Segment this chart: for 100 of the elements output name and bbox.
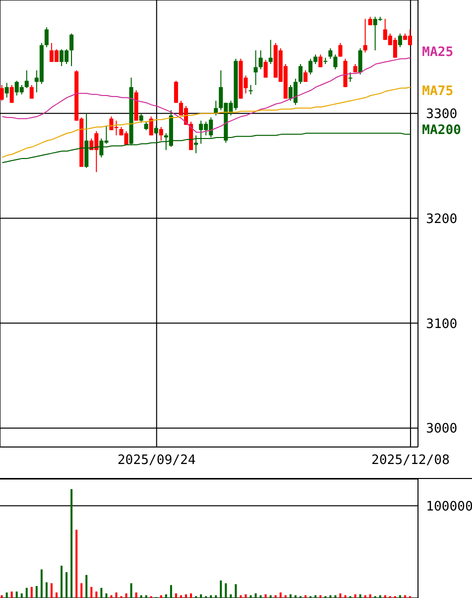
bar (359, 594, 362, 598)
bar (85, 574, 88, 598)
candlestick (318, 54, 322, 68)
candlestick (139, 112, 144, 124)
bar (10, 592, 13, 598)
candlestick (4, 82, 9, 98)
x-tick-label: 2025/12/08 (371, 453, 450, 468)
bar (319, 595, 322, 598)
candlestick (398, 33, 402, 48)
bar (270, 595, 272, 598)
y-tick-label: 100000 (426, 499, 472, 514)
candlestick (159, 126, 164, 142)
bar (160, 595, 162, 598)
bar (46, 582, 48, 598)
bar (70, 489, 72, 598)
y-tick-label: 3300 (426, 106, 458, 122)
bar (260, 595, 262, 598)
bar (329, 595, 332, 598)
bar (140, 595, 142, 598)
bar (244, 594, 247, 598)
bar (200, 594, 202, 598)
y-tick-label: 3200 (426, 212, 458, 227)
bar (364, 595, 366, 598)
bar (190, 593, 192, 598)
bar (304, 595, 306, 598)
bar (170, 585, 172, 598)
bar (16, 592, 18, 598)
bar (90, 586, 92, 598)
candlestick (248, 84, 253, 95)
bar (60, 566, 63, 598)
bar (135, 592, 138, 598)
candlestick (44, 26, 49, 48)
candlestick (174, 80, 178, 104)
candlestick (264, 59, 268, 78)
bar (80, 583, 82, 598)
bar (125, 593, 128, 598)
bar (100, 588, 102, 598)
candlestick (363, 18, 368, 53)
candlestick (258, 50, 263, 70)
candlestick (358, 48, 362, 75)
y-tick-label: 3000 (426, 422, 458, 437)
candlestick (254, 50, 258, 86)
bar (404, 595, 406, 598)
bar (26, 588, 28, 598)
series-label: MA25 (422, 45, 454, 62)
candlestick (268, 39, 273, 65)
bar (36, 586, 38, 598)
bar (75, 530, 78, 598)
bar (294, 595, 297, 598)
bar (40, 569, 43, 598)
bar (379, 595, 382, 598)
candlestick (24, 70, 29, 89)
candlestick (10, 84, 14, 104)
bar (95, 592, 98, 598)
bar (354, 594, 356, 598)
bar (210, 595, 212, 598)
line-series (2, 86, 412, 158)
bar (230, 594, 232, 598)
bar (264, 594, 267, 598)
bar (399, 595, 402, 598)
bar (6, 592, 8, 598)
bar (339, 593, 342, 598)
bar (110, 595, 112, 598)
x-tick-label: 2025/09/24 (117, 453, 196, 468)
bar (384, 595, 386, 598)
bar (175, 593, 178, 598)
bar (105, 593, 108, 598)
candlestick (348, 72, 352, 82)
bar (185, 594, 188, 598)
bar (250, 595, 252, 598)
y-tick-label: 3100 (426, 316, 458, 332)
bar (66, 572, 68, 598)
bar (369, 594, 372, 598)
bar (234, 584, 237, 598)
candlestick (149, 116, 154, 136)
candlestick (30, 84, 34, 100)
bar (50, 583, 53, 598)
candlestick (333, 54, 338, 70)
bar (334, 595, 336, 598)
bar (145, 595, 148, 598)
bar (220, 580, 222, 598)
bar (290, 594, 292, 598)
bar (115, 592, 118, 598)
candlestick (298, 64, 303, 84)
bar (180, 595, 182, 598)
series-label: MA200 (422, 123, 462, 140)
bar (30, 586, 33, 598)
series-label: MA75 (422, 84, 454, 99)
bar (314, 595, 316, 598)
candlestick (214, 100, 218, 116)
bar (20, 593, 23, 598)
bar (56, 592, 58, 598)
bar (274, 595, 277, 598)
bar (344, 595, 346, 598)
candlestick (338, 42, 342, 58)
bar (280, 592, 282, 598)
candlestick (0, 84, 4, 102)
bar (284, 595, 287, 598)
candlestick (70, 33, 74, 67)
bar (214, 595, 217, 598)
